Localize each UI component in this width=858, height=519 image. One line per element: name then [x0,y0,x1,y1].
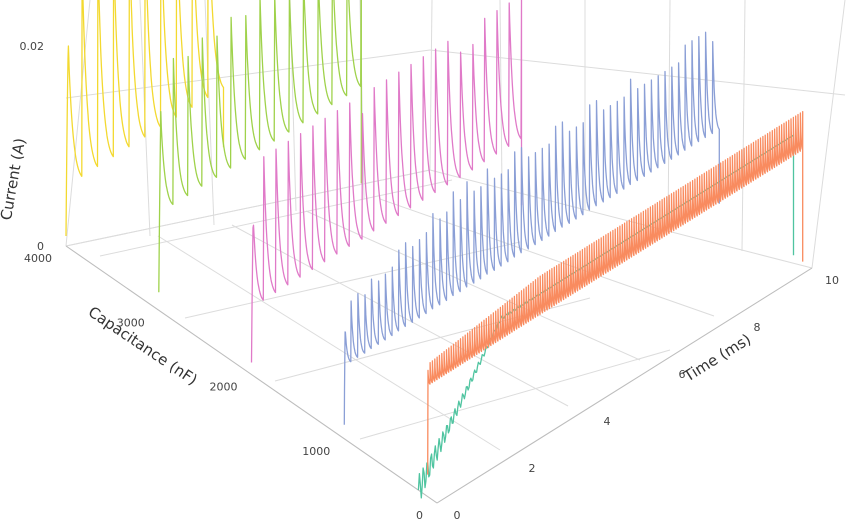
x-tick-0: 0 [454,509,461,519]
x-tick-4: 4 [604,415,611,428]
series-line-2000 [250,0,523,363]
y-tick-2000: 2000 [210,381,238,394]
x-tick-2: 2 [529,462,536,475]
y-tick-0: 0 [416,509,423,519]
y-tick-1000: 1000 [302,445,330,458]
x-tick-10: 10 [825,274,839,287]
data-traces [65,0,804,499]
z-axis-title: Current (A) [0,137,29,222]
y-tick-3000: 3000 [117,316,145,329]
y-tick-4000: 4000 [24,252,52,265]
x-axis-title: Time (ms) [680,330,755,386]
axis-lines [65,245,813,504]
x-tick-6: 6 [679,368,686,381]
series-line-1000 [343,31,720,425]
x-tick-8: 8 [754,321,761,334]
z-tick-1: 0.02 [20,40,45,53]
series-line-100 [427,110,804,475]
series-line-3000 [158,0,362,293]
z-tick-0: 0 [37,240,44,253]
series-line-4000 [65,0,225,237]
